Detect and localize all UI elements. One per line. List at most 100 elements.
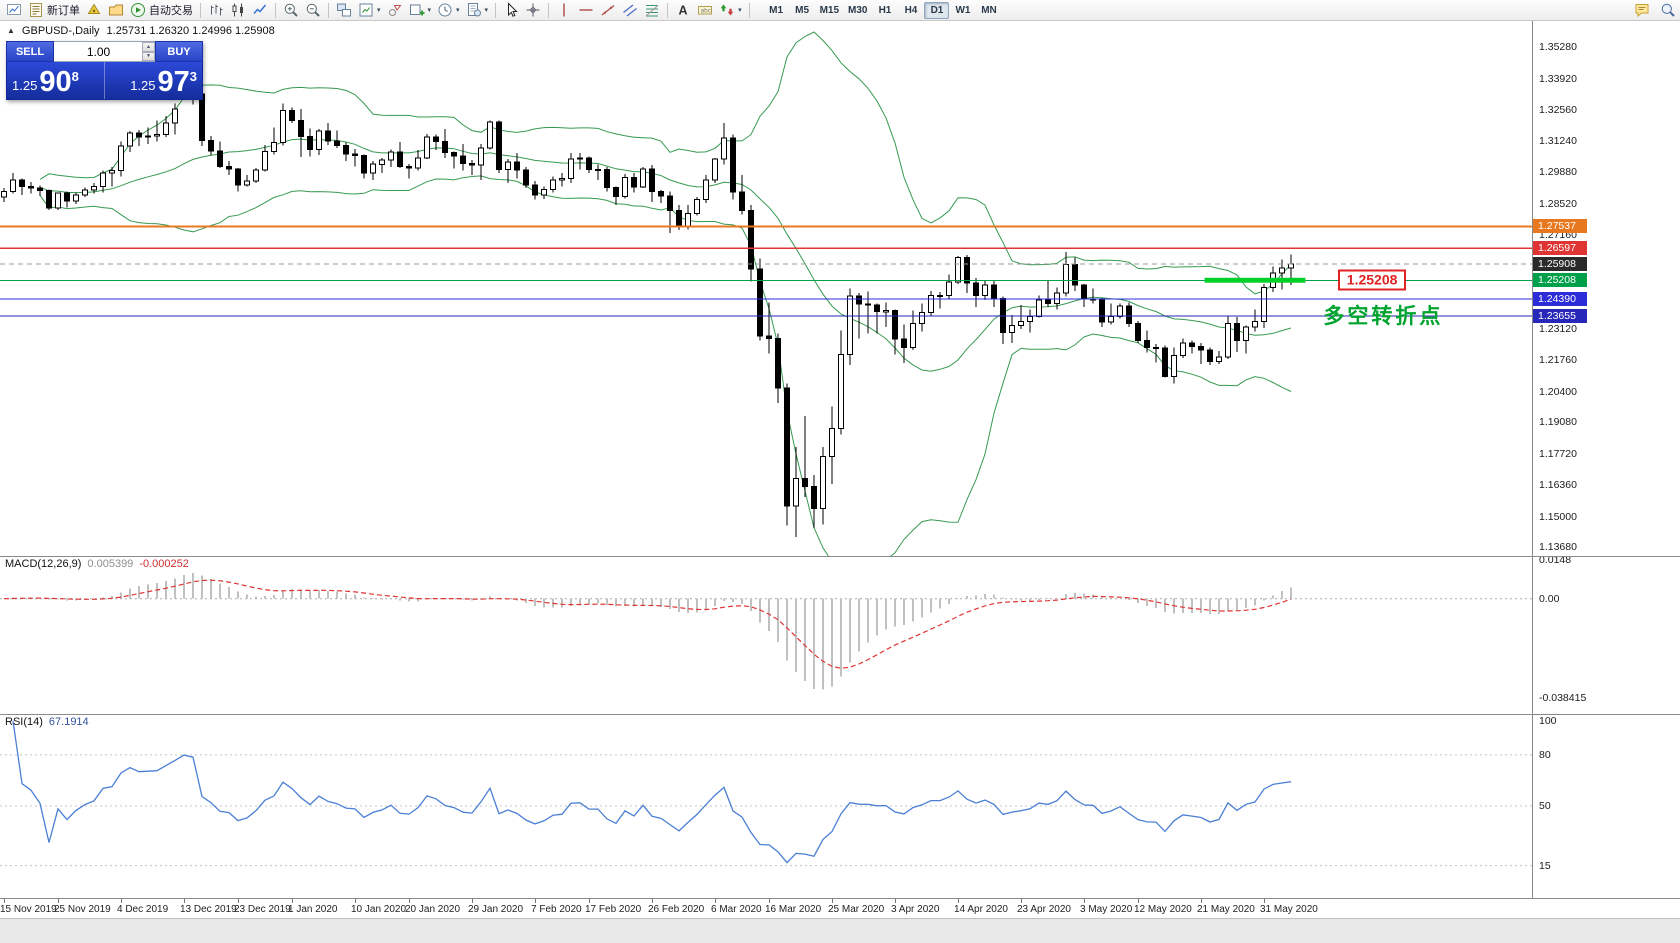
pane-separator[interactable] bbox=[0, 898, 1680, 899]
text-button[interactable]: A bbox=[672, 1, 694, 19]
macd-axis-tick: 0.00 bbox=[1539, 592, 1560, 605]
pane-separator[interactable] bbox=[0, 714, 1680, 715]
macd-axis-tick: 0.0148 bbox=[1539, 554, 1572, 567]
date-label: 16 Mar 2020 bbox=[765, 904, 822, 915]
search-button[interactable] bbox=[1657, 1, 1679, 19]
text-label-button[interactable]: abc bbox=[694, 1, 716, 19]
main-chart-pane: ▲ GBPUSD-,Daily 1.25731 1.26320 1.24996 … bbox=[0, 20, 1532, 556]
new-chart-button[interactable] bbox=[3, 1, 25, 19]
date-label: 20 Jan 2020 bbox=[405, 904, 461, 915]
time-tick bbox=[958, 899, 959, 903]
arrow-objects-icon bbox=[720, 4, 734, 16]
bollinger-bands bbox=[39, 31, 1292, 556]
price-tick: 1.33920 bbox=[1539, 72, 1577, 85]
community-button[interactable] bbox=[1631, 1, 1653, 19]
volume-input[interactable] bbox=[54, 42, 155, 61]
zoom-out-button[interactable] bbox=[302, 1, 324, 19]
date-label: 25 Nov 2019 bbox=[54, 904, 111, 915]
time-tick bbox=[1084, 899, 1085, 903]
price-callout-label[interactable]: 1.25208 bbox=[1337, 269, 1407, 291]
timeframe-h4-button[interactable]: H4 bbox=[898, 2, 923, 19]
templates-button[interactable]: ▾ bbox=[463, 1, 492, 19]
ask-price-button[interactable]: 1.25 97 3 bbox=[104, 62, 202, 99]
macd-canvas[interactable] bbox=[0, 556, 1532, 714]
annotation-text[interactable]: 多空转折点 bbox=[1323, 304, 1444, 328]
price-chart-canvas[interactable] bbox=[0, 20, 1532, 556]
time-axis[interactable]: 15 Nov 2019 25 Nov 2019 4 Dec 2019 13 Dec 2… bbox=[0, 899, 1680, 918]
timeframe-d1-button[interactable]: D1 bbox=[924, 1, 950, 19]
price-tick: 1.19080 bbox=[1539, 416, 1577, 429]
rsi-canvas[interactable] bbox=[0, 714, 1532, 898]
timeframe-m15-button[interactable]: M15 bbox=[816, 2, 843, 19]
price-tick: 1.35280 bbox=[1539, 41, 1577, 54]
trend-line-button[interactable] bbox=[597, 1, 619, 19]
zoom-in-icon bbox=[284, 3, 298, 17]
chart-title: ▲ GBPUSD-,Daily 1.25731 1.26320 1.24996 … bbox=[7, 25, 275, 37]
cursor-button[interactable] bbox=[500, 1, 522, 19]
time-tick bbox=[355, 899, 356, 903]
add-chart-button[interactable]: ▾ bbox=[406, 1, 435, 19]
zoom-in-button[interactable] bbox=[280, 1, 302, 19]
toolbar-separator bbox=[548, 2, 550, 18]
time-tick bbox=[535, 899, 536, 903]
toolbar-separator bbox=[667, 2, 669, 18]
time-tick bbox=[409, 899, 410, 903]
arrow-objects-button[interactable]: ▾ bbox=[716, 1, 745, 19]
sell-button[interactable]: SELL bbox=[6, 41, 54, 62]
timeframe-mn-button[interactable]: MN bbox=[976, 2, 1001, 19]
timeframe-w1-button[interactable]: W1 bbox=[950, 2, 975, 19]
objects-list-button[interactable] bbox=[384, 1, 406, 19]
price-tick: 1.13680 bbox=[1539, 541, 1577, 554]
time-tick bbox=[769, 899, 770, 903]
timeframe-m5-button[interactable]: M5 bbox=[790, 2, 815, 19]
price-axis[interactable]: 1.35280 1.33920 1.32560 1.31240 1.29880 1.285… bbox=[1532, 20, 1680, 898]
horizontal-line-button[interactable] bbox=[575, 1, 597, 19]
rsi-axis-tick: 80 bbox=[1539, 748, 1551, 761]
time-tick bbox=[238, 899, 239, 903]
timeframe-m30-button[interactable]: M30 bbox=[844, 2, 871, 19]
bid-price-button[interactable]: 1.25 90 8 bbox=[7, 62, 104, 99]
timeframe-m1-button[interactable]: M1 bbox=[764, 2, 789, 19]
time-tick bbox=[652, 899, 653, 903]
autotrading-button[interactable]: 自动交易 bbox=[127, 1, 196, 19]
line-chart-mode-button[interactable] bbox=[249, 1, 271, 19]
date-label: 14 Apr 2020 bbox=[954, 904, 1008, 915]
timeframe-h1-button[interactable]: H1 bbox=[872, 2, 897, 19]
candle-chart-mode-button[interactable] bbox=[227, 1, 249, 19]
ask-pips: 97 bbox=[157, 66, 190, 98]
price-tick: 1.21760 bbox=[1539, 354, 1577, 367]
price-tick: 1.20400 bbox=[1539, 385, 1577, 398]
bid-point: 8 bbox=[71, 69, 79, 84]
search-icon bbox=[1661, 3, 1675, 17]
vertical-line-button[interactable] bbox=[553, 1, 575, 19]
volume-up-button[interactable]: ▲ bbox=[142, 42, 155, 52]
profiles-button[interactable] bbox=[105, 1, 127, 19]
pane-separator[interactable] bbox=[0, 556, 1680, 557]
equidistant-channel-button[interactable] bbox=[619, 1, 641, 19]
candlesticks bbox=[1, 50, 1294, 537]
horizontal-line-icon bbox=[579, 9, 593, 11]
date-label: 25 Mar 2020 bbox=[828, 904, 885, 915]
macd-main-value: 0.005399 bbox=[87, 558, 134, 570]
crosshair-button[interactable] bbox=[522, 1, 544, 19]
trade-panel-toggle-icon[interactable]: ▲ bbox=[7, 26, 15, 35]
toolbar-separator bbox=[200, 2, 201, 18]
current-price-label: 1.25908 bbox=[1533, 257, 1587, 272]
tile-windows-button[interactable] bbox=[333, 1, 355, 19]
expert-advisors-button[interactable] bbox=[83, 1, 105, 19]
volume-down-button[interactable]: ▼ bbox=[142, 51, 155, 61]
fibonacci-button[interactable] bbox=[641, 1, 663, 19]
new-order-button[interactable]: 新订单 bbox=[25, 1, 83, 19]
price-tick: 1.16360 bbox=[1539, 479, 1577, 492]
indicators-button[interactable]: ▾ bbox=[355, 1, 384, 19]
bar-chart-mode-button[interactable] bbox=[205, 1, 227, 19]
templates-icon bbox=[467, 3, 481, 17]
price-tick: 1.31240 bbox=[1539, 134, 1577, 147]
periods-button[interactable]: ▾ bbox=[434, 1, 463, 19]
price-tick: 1.29880 bbox=[1539, 166, 1577, 179]
time-tick bbox=[589, 899, 590, 903]
buy-button[interactable]: BUY bbox=[155, 41, 203, 62]
rsi-line bbox=[12, 720, 1292, 864]
rsi-label: RSI(14) 67.1914 bbox=[5, 716, 89, 728]
community-icon bbox=[1635, 4, 1649, 18]
